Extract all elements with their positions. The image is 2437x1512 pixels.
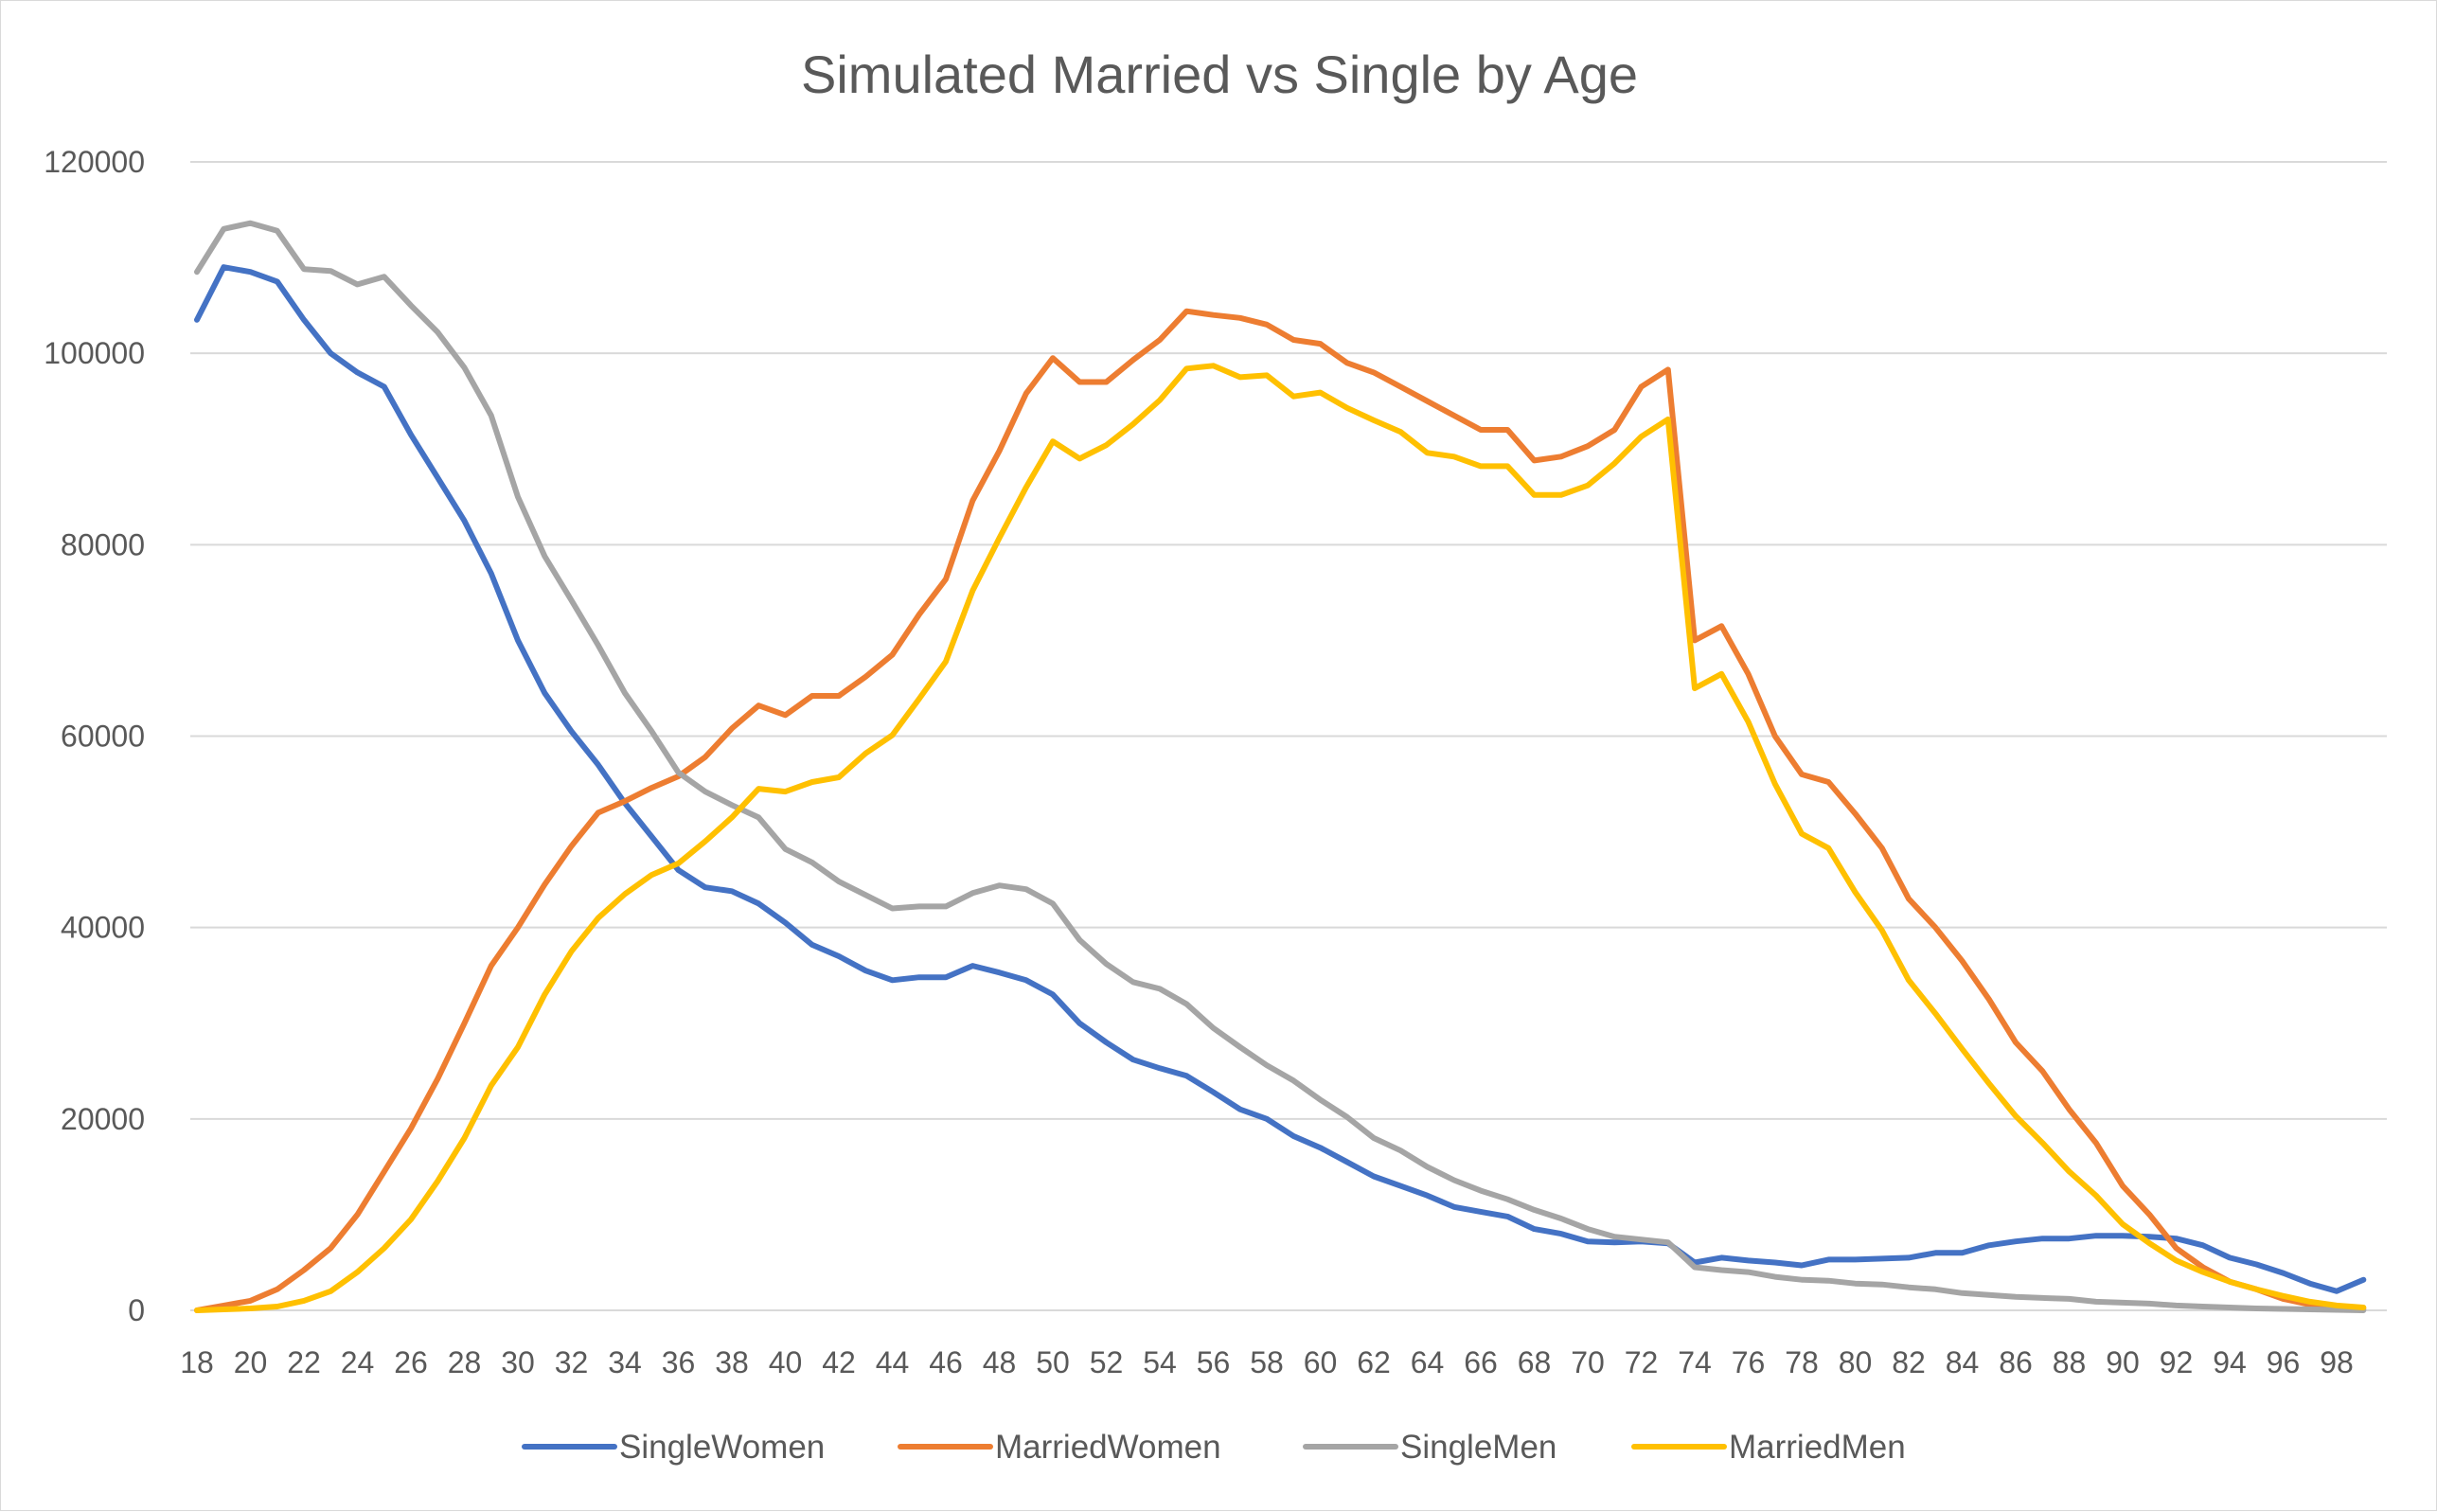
x-tick-label: 68 (1518, 1345, 1552, 1379)
y-tick-label: 100000 (44, 336, 145, 370)
x-tick-label: 66 (1464, 1345, 1498, 1379)
x-tick-label: 28 (448, 1345, 482, 1379)
x-tick-label: 40 (769, 1345, 803, 1379)
x-tick-label: 48 (983, 1345, 1017, 1379)
chart-title: Simulated Married vs Single by Age (801, 44, 1638, 104)
y-axis-tick-labels: 0 20000 40000 60000 80000 100000 120000 (44, 145, 145, 1327)
x-axis-tick-labels: 18 20 22 24 26 28 30 32 34 36 38 40 42 44 46 48 50 52 54 56… (180, 1345, 2354, 1379)
x-tick-label: 44 (876, 1345, 910, 1379)
series-line-singlemen (194, 220, 2367, 1313)
x-tick-label: 80 (1839, 1345, 1873, 1379)
gridlines (190, 161, 2387, 1311)
x-tick-label: 74 (1678, 1345, 1712, 1379)
x-tick-label: 34 (608, 1345, 642, 1379)
x-tick-label: 26 (394, 1345, 428, 1379)
x-tick-label: 58 (1250, 1345, 1284, 1379)
x-tick-label: 46 (929, 1345, 963, 1379)
y-tick-label: 40000 (61, 911, 145, 945)
x-tick-label: 36 (662, 1345, 696, 1379)
legend-label-marriedwomen: MarriedWomen (995, 1429, 1221, 1466)
x-tick-label: 98 (2320, 1345, 2354, 1379)
x-tick-label: 76 (1732, 1345, 1766, 1379)
series-lines (194, 220, 2367, 1313)
x-tick-label: 78 (1785, 1345, 1819, 1379)
x-tick-label: 82 (1892, 1345, 1926, 1379)
x-tick-label: 96 (2267, 1345, 2301, 1379)
x-tick-label: 38 (715, 1345, 749, 1379)
x-tick-label: 18 (180, 1345, 214, 1379)
x-tick-label: 94 (2213, 1345, 2247, 1379)
legend-label-singlemen: SingleMen (1400, 1429, 1556, 1466)
series-line-marriedwomen (194, 308, 2367, 1313)
y-tick-label: 0 (128, 1293, 145, 1327)
series-line-marriedmen (194, 363, 2367, 1313)
y-tick-label: 60000 (61, 720, 145, 754)
x-tick-label: 86 (1999, 1345, 2033, 1379)
x-tick-label: 50 (1036, 1345, 1070, 1379)
x-tick-label: 32 (555, 1345, 589, 1379)
x-tick-label: 92 (2160, 1345, 2194, 1379)
series-line-singlewomen (194, 264, 2367, 1294)
x-tick-label: 60 (1304, 1345, 1338, 1379)
y-tick-label: 80000 (61, 527, 145, 561)
y-tick-label: 20000 (61, 1102, 145, 1136)
x-tick-label: 70 (1571, 1345, 1605, 1379)
legend-label-singlewomen: SingleWomen (619, 1429, 825, 1466)
x-tick-label: 24 (341, 1345, 375, 1379)
legend: SingleWomen MarriedWomen SingleMen MarriedM… (522, 1429, 1906, 1466)
x-tick-label: 56 (1197, 1345, 1231, 1379)
x-tick-label: 42 (822, 1345, 856, 1379)
legend-label-marriedmen: MarriedMen (1729, 1429, 1906, 1466)
x-tick-label: 84 (1946, 1345, 1980, 1379)
x-tick-label: 52 (1090, 1345, 1124, 1379)
x-tick-label: 22 (287, 1345, 321, 1379)
x-tick-label: 72 (1625, 1345, 1659, 1379)
x-tick-label: 62 (1357, 1345, 1391, 1379)
x-tick-label: 30 (501, 1345, 535, 1379)
x-tick-label: 90 (2106, 1345, 2140, 1379)
x-tick-label: 54 (1143, 1345, 1177, 1379)
x-tick-label: 64 (1411, 1345, 1445, 1379)
x-tick-label: 20 (234, 1345, 268, 1379)
x-tick-label: 88 (2053, 1345, 2087, 1379)
y-tick-label: 120000 (44, 145, 145, 179)
